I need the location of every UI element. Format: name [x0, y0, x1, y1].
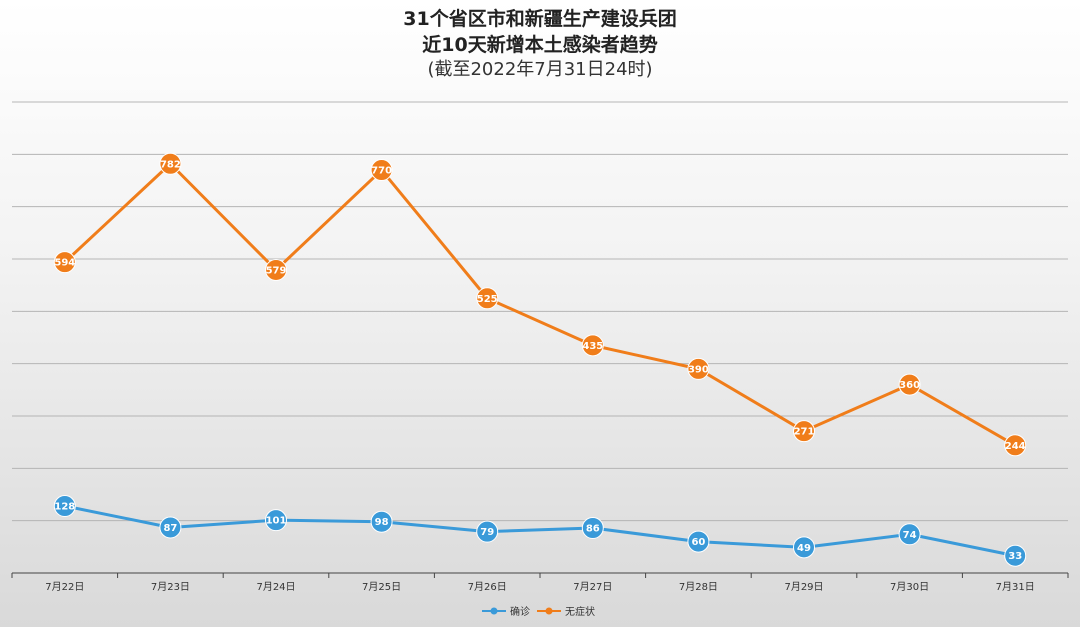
data-point: [159, 516, 182, 539]
data-point: [159, 152, 182, 175]
legend-label-confirmed: 确诊: [510, 605, 530, 618]
data-point: [687, 357, 710, 380]
legend-swatch-marker: [490, 607, 498, 615]
data-point: [687, 530, 710, 553]
data-point: [1004, 544, 1027, 567]
data-point: [793, 536, 815, 559]
data-point: [581, 334, 604, 357]
data-label: 33: [1008, 551, 1022, 562]
x-tick-label: 7月23日: [151, 581, 190, 593]
data-label: 87: [163, 523, 177, 534]
data-point: [476, 520, 499, 543]
x-tick-label: 7月29日: [784, 581, 823, 593]
data-label: 79: [480, 527, 494, 538]
title-line-3: (截至2022年7月31日24时): [427, 59, 653, 80]
series-line-asymptomatic: [63, 162, 1016, 447]
series-line-confirmed: [64, 504, 1016, 558]
x-tick-label: 7月26日: [468, 581, 507, 593]
data-point: [370, 510, 393, 533]
data-label: 360: [899, 380, 920, 391]
data-label: 74: [903, 530, 917, 541]
data-label: 101: [266, 516, 287, 527]
data-point: [265, 258, 287, 281]
data-label: 60: [691, 537, 705, 548]
data-point: [53, 495, 76, 518]
data-label: 244: [1005, 441, 1026, 452]
data-label: 525: [477, 294, 498, 305]
data-label: 98: [375, 517, 389, 528]
data-point: [370, 159, 393, 182]
x-tick-label: 7月31日: [996, 581, 1035, 593]
data-label: 594: [54, 258, 75, 269]
legend-label-asymptomatic: 无症状: [565, 605, 595, 618]
data-label: 770: [371, 166, 392, 177]
data-point: [476, 287, 499, 310]
data-label: 49: [797, 543, 811, 554]
data-label: 128: [54, 502, 75, 513]
x-tick-label: 7月27日: [573, 581, 612, 593]
data-point: [793, 420, 815, 443]
chart-title: 31个省区市和新疆生产建设兵团 近10天新增本土感染者趋势 (截至2022年7月…: [0, 6, 1080, 82]
data-point: [265, 509, 287, 532]
title-line-1: 31个省区市和新疆生产建设兵团: [403, 8, 677, 30]
legend-swatch-marker: [545, 607, 553, 615]
data-label: 390: [688, 364, 709, 375]
data-label: 86: [586, 523, 600, 534]
data-point: [1004, 434, 1027, 457]
data-point: [898, 373, 921, 396]
data-point: [53, 251, 76, 274]
data-label: 782: [160, 159, 181, 170]
x-tick-label: 7月30日: [890, 581, 929, 593]
data-label: 435: [582, 341, 603, 352]
title-line-2: 近10天新增本土感染者趋势: [422, 34, 658, 56]
x-tick-label: 7月25日: [362, 581, 401, 593]
data-label: 579: [266, 265, 287, 276]
x-tick-label: 7月28日: [679, 581, 718, 593]
x-tick-label: 7月24日: [256, 581, 295, 593]
x-tick-label: 7月22日: [45, 581, 84, 593]
data-point: [898, 523, 921, 546]
data-point: [581, 516, 604, 539]
data-label: 271: [794, 427, 815, 438]
